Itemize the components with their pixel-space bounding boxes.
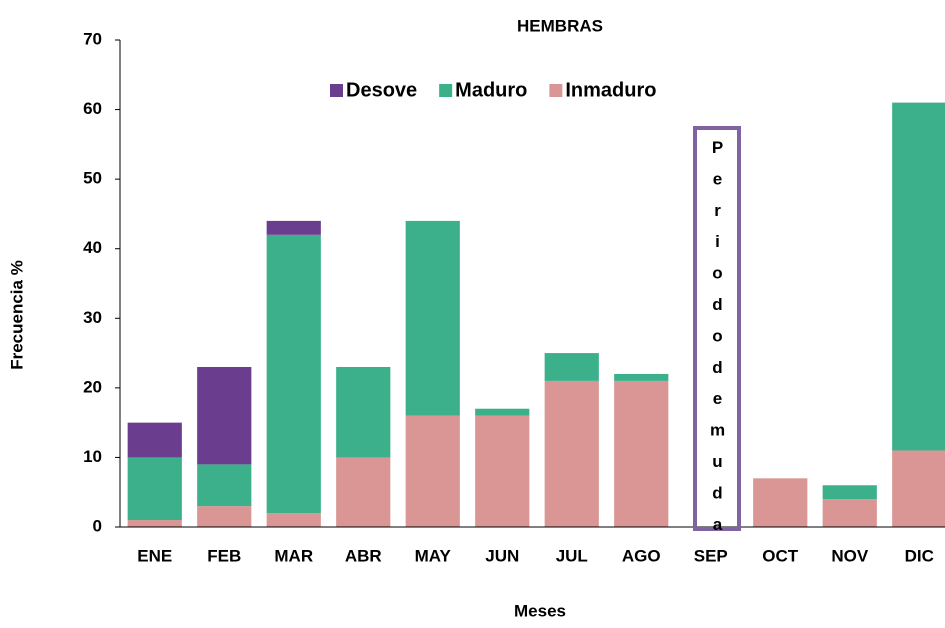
bar-segment (197, 506, 251, 527)
x-tick-label: ABR (345, 546, 382, 565)
bar-segment (197, 367, 251, 464)
x-tick-label: SEP (694, 546, 728, 565)
bar-segment (267, 513, 321, 527)
bar-segment (128, 457, 182, 520)
x-tick-label: ENE (137, 546, 172, 565)
legend-label: Desove (346, 79, 417, 101)
x-tick-label: JUN (485, 546, 519, 565)
bar-segment (128, 423, 182, 458)
bar-segment (267, 235, 321, 513)
bar-segment (336, 457, 390, 527)
bar-segment (197, 464, 251, 506)
bar-segment (128, 520, 182, 527)
y-axis-title: Frecuencia % (7, 260, 26, 370)
x-tick-label: FEB (207, 546, 241, 565)
bar-segment (336, 367, 390, 457)
y-tick-label: 20 (83, 377, 102, 396)
x-tick-label: AGO (622, 546, 661, 565)
legend-swatch (439, 84, 452, 97)
bar-segment (475, 416, 529, 527)
bar-segment (823, 499, 877, 527)
y-tick-label: 0 (93, 516, 102, 535)
y-tick-label: 40 (83, 238, 102, 257)
y-tick-label: 70 (83, 29, 102, 48)
y-tick-label: 10 (83, 447, 102, 466)
legend-label: Maduro (455, 79, 527, 101)
bar-segment (406, 221, 460, 416)
y-tick-label: 50 (83, 169, 102, 188)
bar-segment (892, 450, 945, 527)
x-tick-label: OCT (762, 546, 799, 565)
bar-segment (614, 381, 668, 527)
annotation: Periododemuda (693, 126, 741, 531)
bar-segment (823, 485, 877, 499)
x-tick-label: MAR (274, 546, 313, 565)
legend-swatch (330, 84, 343, 97)
x-tick-label: NOV (831, 546, 869, 565)
x-tick-label: DIC (905, 546, 934, 565)
bar-segment (753, 478, 807, 527)
chart: HEMBRAS Meses Frecuencia % 0 10 20 30 40 50 60… (0, 0, 945, 628)
bar-segment (614, 374, 668, 381)
bar-segment (267, 221, 321, 235)
bar-segment (545, 381, 599, 527)
x-tick-label: JUL (556, 546, 588, 565)
bar-segment (545, 353, 599, 381)
bar-segment (892, 103, 945, 451)
page: HEMBRAS Meses Frecuencia % 0 10 20 30 40 50 60… (0, 0, 945, 628)
y-tick-label: 30 (83, 308, 102, 327)
x-axis-title: Meses (514, 601, 566, 620)
legend-swatch (549, 84, 562, 97)
chart-title: HEMBRAS (517, 16, 603, 35)
bar-segment (406, 416, 460, 527)
legend-label: Inmaduro (565, 79, 656, 101)
bar-segment (475, 409, 529, 416)
x-tick-label: MAY (415, 546, 452, 565)
y-tick-label: 60 (83, 99, 102, 118)
